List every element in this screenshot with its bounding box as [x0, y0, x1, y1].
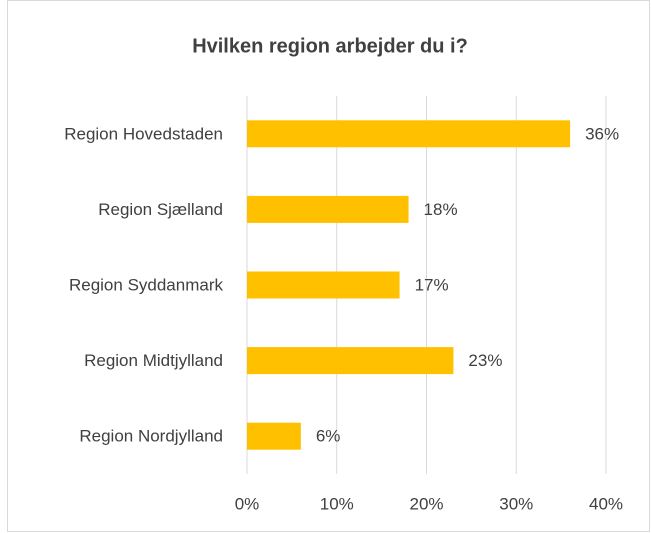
- bar: [247, 195, 409, 223]
- x-tick-label: 20%: [409, 494, 443, 513]
- data-label: 6%: [316, 427, 341, 446]
- y-tick-label: Region Hovedstaden: [64, 124, 223, 143]
- x-tick-label: 0%: [235, 494, 260, 513]
- data-label: 17%: [415, 275, 449, 294]
- chart-frame: [7, 0, 650, 532]
- x-tick-label: 40%: [589, 494, 623, 513]
- y-tick-label: Region Midtjylland: [84, 351, 223, 370]
- bar: [247, 347, 454, 375]
- y-tick-label: Region Syddanmark: [69, 275, 224, 294]
- data-label: 23%: [468, 351, 502, 370]
- bar: [247, 422, 301, 450]
- data-label: 36%: [585, 124, 619, 143]
- y-tick-label: Region Sjælland: [98, 200, 223, 219]
- x-tick-label: 10%: [320, 494, 354, 513]
- bar: [247, 120, 571, 148]
- x-tick-label: 30%: [499, 494, 533, 513]
- chart-title: Hvilken region arbejder du i?: [192, 35, 468, 57]
- bar: [247, 271, 400, 299]
- y-tick-label: Region Nordjylland: [79, 427, 223, 446]
- data-label: 18%: [424, 200, 458, 219]
